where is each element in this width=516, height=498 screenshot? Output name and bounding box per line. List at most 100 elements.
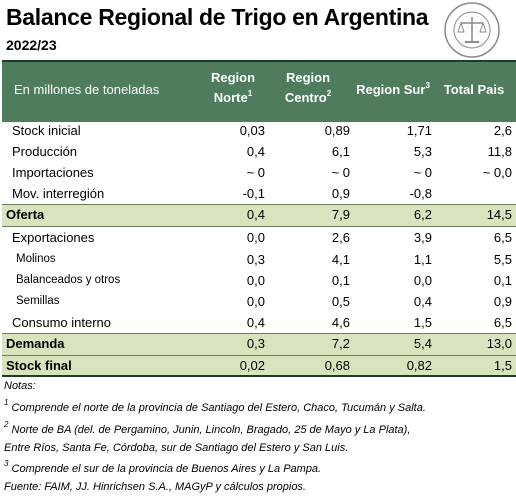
title: Balance Regional de Trigo en Argentina: [6, 4, 429, 30]
header-text: Region Sur: [356, 82, 426, 97]
cell-value: 7,2: [331, 336, 350, 351]
row-label: Exportaciones: [12, 230, 95, 245]
cell-value: 0,03: [239, 123, 265, 138]
footnote-mark: 3: [4, 459, 9, 468]
row-highlight: [2, 204, 516, 227]
cell-value: 0,1: [331, 273, 350, 288]
row-label: Stock inicial: [12, 123, 81, 138]
cell-value: 5,4: [413, 336, 432, 351]
note-line: 1 Comprende el norte de la provincia de …: [4, 399, 426, 415]
header-text: Total Pais: [443, 82, 505, 97]
header-line: En millones de toneladas: [14, 80, 159, 100]
cell-value: ~ 0,0: [482, 165, 512, 180]
header-text: Norte: [213, 90, 248, 105]
header-line: Total Pais: [424, 80, 516, 100]
cell-value: 14,5: [486, 207, 512, 222]
cell-value: 5,5: [493, 252, 512, 267]
row-label: Balanceados y otros: [16, 274, 121, 286]
note-line: Entre Ríos, Santa Fe, Córdoba, sur de Sa…: [4, 442, 348, 454]
header-text: En millones de toneladas: [14, 82, 160, 97]
column-header: En millones de toneladas: [14, 80, 159, 100]
header-text: Region: [210, 70, 256, 85]
header-line: Region Sur3: [343, 80, 443, 100]
cell-value: 6,2: [413, 207, 432, 222]
row-label: Semillas: [16, 295, 60, 307]
column-header: Total Pais: [424, 80, 516, 100]
table-header: [2, 60, 516, 122]
cell-value: ~ 0: [246, 165, 265, 180]
cell-value: 1,5: [493, 358, 512, 373]
cell-value: 0,02: [239, 358, 265, 373]
cell-value: 0,89: [324, 123, 350, 138]
cell-value: 5,3: [413, 144, 432, 159]
note-text: Norte de BA (del. de Pergamino, Junin, L…: [11, 424, 411, 436]
cell-value: 0,9: [331, 186, 350, 201]
footnote-mark: 3: [425, 81, 430, 90]
cell-value: 1,5: [413, 315, 432, 330]
row-label: Demanda: [6, 336, 65, 351]
note-text: Entre Ríos, Santa Fe, Córdoba, sur de Sa…: [4, 442, 349, 454]
cell-value: 0,3: [246, 252, 265, 267]
note-text: Comprende el sur de la provincia de Buen…: [11, 463, 322, 475]
column-header: Region Centro2: [258, 68, 358, 108]
cell-value: 13,0: [486, 336, 512, 351]
footnote-mark: 1: [247, 89, 253, 98]
note-line: 3 Comprende el sur de la provincia de Bu…: [4, 460, 322, 476]
note-line: 2 Norte de BA (del. de Pergamino, Junin,…: [4, 421, 411, 437]
notes-heading: Notas:: [4, 380, 36, 392]
row-label: Oferta: [6, 207, 45, 222]
cell-value: 0,4: [246, 315, 265, 330]
row-label: Importaciones: [12, 165, 94, 180]
cell-value: 4,6: [331, 315, 350, 330]
cell-value: 0,0: [413, 273, 432, 288]
table-bottom-rule: [2, 375, 516, 377]
cell-value: -0,1: [242, 186, 265, 201]
cell-value: 1,71: [406, 123, 432, 138]
cell-value: 0,4: [246, 144, 265, 159]
header-text: Centro: [284, 90, 327, 105]
header-line: Norte1: [183, 88, 283, 108]
cell-value: ~ 0: [413, 165, 432, 180]
column-header: Region Sur3: [343, 80, 443, 100]
cell-value: 7,9: [331, 207, 350, 222]
row-label: Stock final: [6, 358, 72, 373]
logo-seal: [444, 2, 500, 58]
cell-value: 0,4: [246, 207, 265, 222]
cell-value: 6,5: [493, 315, 512, 330]
cell-value: 1,1: [413, 252, 432, 267]
cell-value: 0,9: [493, 294, 512, 309]
header-line: Centro2: [258, 88, 358, 108]
cell-value: 2,6: [331, 230, 350, 245]
header-text: Region: [285, 70, 331, 85]
cell-value: 6,5: [493, 230, 512, 245]
cell-value: 0,0: [246, 294, 265, 309]
header-line: Region: [258, 68, 358, 88]
cell-value: 0,3: [246, 336, 265, 351]
row-label: Consumo interno: [12, 315, 111, 330]
cell-value: 0,4: [413, 294, 432, 309]
row-label: Producción: [12, 144, 78, 159]
row-label: Mov. interregión: [12, 186, 105, 201]
subtitle: 2022/23: [6, 37, 57, 53]
note-text: Comprende el norte de la provincia de Sa…: [11, 402, 426, 414]
column-header: Region Norte1: [183, 68, 283, 108]
cell-value: 3,9: [413, 230, 432, 245]
cell-value: 2,6: [493, 123, 512, 138]
cell-value: 4,1: [331, 252, 350, 267]
footnote-mark: 2: [4, 420, 9, 429]
cell-value: 6,1: [331, 144, 350, 159]
cell-value: 11,8: [487, 144, 512, 159]
source: Fuente: FAIM, JJ. Hinrichsen S.A., MAGyP…: [4, 481, 306, 493]
footnote-mark: 1: [4, 398, 9, 407]
cell-value: 0,82: [406, 358, 432, 373]
cell-value: 0,0: [246, 230, 265, 245]
cell-value: -0,8: [409, 186, 432, 201]
cell-value: 0,1: [493, 273, 512, 288]
cell-value: 0,5: [331, 294, 350, 309]
header-line: Region: [183, 68, 283, 88]
row-label: Molinos: [16, 253, 56, 265]
cell-value: 0,68: [324, 358, 350, 373]
footnote-mark: 2: [326, 89, 332, 98]
cell-value: 0,0: [246, 273, 265, 288]
